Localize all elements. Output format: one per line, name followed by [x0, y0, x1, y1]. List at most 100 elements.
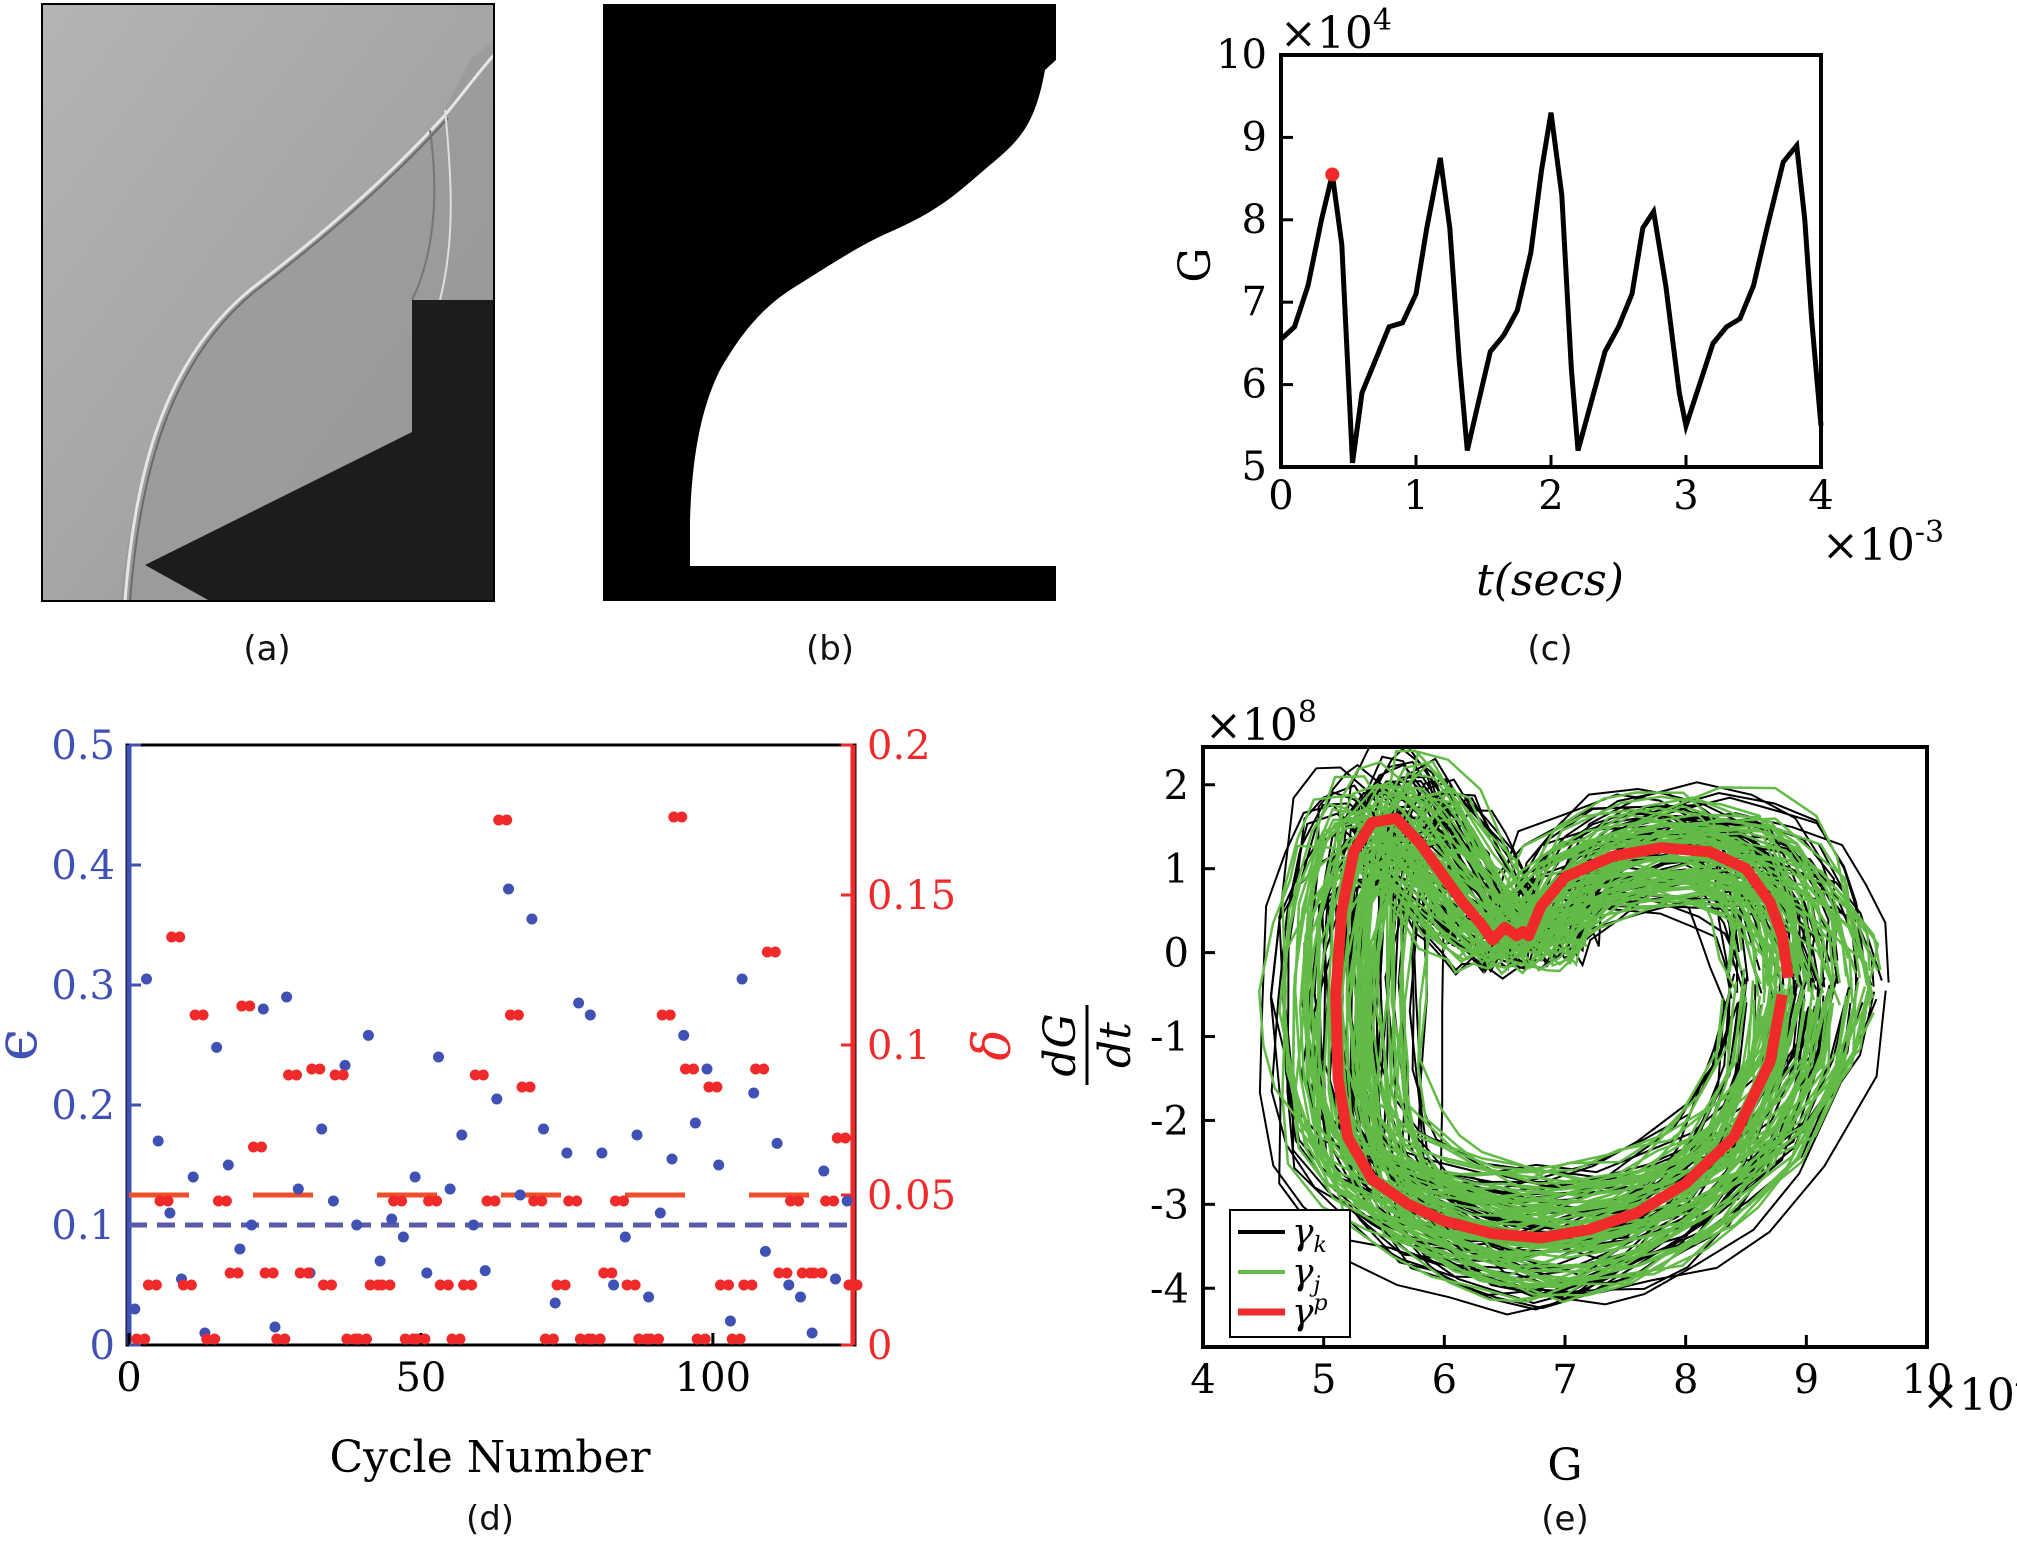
delta-point — [656, 1009, 668, 1021]
delta-point — [271, 1333, 283, 1345]
ylabel-e: dG dt — [1035, 1005, 1141, 1085]
epsilon-point — [374, 1255, 386, 1267]
epsilon-point — [666, 1153, 678, 1165]
gamma-j-trajectory — [1310, 816, 1737, 1224]
delta-point-pair — [489, 1195, 501, 1207]
y-tick-label: 6 — [1242, 362, 1267, 408]
y-tick-label: 1 — [1164, 847, 1189, 893]
caption-c: (c) — [1527, 629, 1572, 669]
caption-d: (d) — [466, 1499, 514, 1539]
y-left-tick-label: 0.3 — [51, 963, 115, 1009]
delta-point — [236, 1000, 248, 1012]
delta-point — [481, 1195, 493, 1207]
delta-point-pair — [851, 1279, 863, 1291]
delta-point — [189, 1009, 201, 1021]
epsilon-point — [724, 1315, 736, 1327]
delta-point — [831, 1132, 843, 1144]
epsilon-point — [631, 1129, 643, 1141]
delta-point — [469, 1069, 481, 1081]
x-tick-label: 0 — [1268, 473, 1293, 519]
epsilon-point — [222, 1159, 234, 1171]
epsilon-point — [339, 1059, 351, 1071]
epsilon-point — [771, 1137, 783, 1149]
delta-point-pair — [501, 814, 513, 826]
epsilon-point — [830, 1273, 841, 1285]
gamma-j-trajectory — [1340, 791, 1784, 1287]
delta-point-pair — [244, 1000, 256, 1012]
delta-point — [177, 1279, 189, 1291]
panel-b-binary-image — [603, 4, 1056, 601]
epsilon-point — [456, 1129, 468, 1141]
delta-point-pair — [396, 1195, 408, 1207]
epsilon-point — [584, 1009, 596, 1021]
epsilon-point — [748, 1087, 760, 1099]
epsilon-point — [187, 1171, 199, 1183]
delta-point-pair — [664, 1009, 676, 1021]
x-tick-label: 2 — [1538, 473, 1563, 519]
delta-point-pair — [594, 1333, 606, 1345]
delta-point-pair — [267, 1267, 279, 1279]
delta-point — [142, 1279, 154, 1291]
epsilon-point — [211, 1041, 223, 1053]
delta-point-pair — [419, 1333, 431, 1345]
x-tick-label: 1 — [1403, 473, 1428, 519]
epsilon-point — [573, 997, 585, 1009]
y-right-tick-label: 0.2 — [867, 723, 931, 769]
delta-point-pair — [314, 1063, 326, 1075]
delta-point — [843, 1279, 855, 1291]
delta-point-pair — [676, 811, 688, 823]
delta-point — [423, 1195, 435, 1207]
y-multiplier-c: ×104 — [1280, 3, 1392, 59]
delta-point — [434, 1279, 446, 1291]
epsilon-point — [362, 1029, 374, 1041]
epsilon-point — [421, 1267, 433, 1279]
delta-point-pair — [256, 1141, 267, 1153]
epsilon-point — [281, 991, 293, 1003]
epsilon-point — [678, 1029, 690, 1041]
y-right-tick-label: 0 — [867, 1323, 892, 1369]
x-tick-label: 50 — [395, 1355, 446, 1401]
delta-point — [610, 1195, 621, 1207]
delta-point-pair — [326, 1279, 337, 1291]
delta-point — [738, 1279, 750, 1291]
delta-point — [621, 1279, 633, 1291]
delta-point — [761, 946, 773, 958]
delta-point — [785, 1195, 797, 1207]
epsilon-point — [141, 973, 152, 985]
caption-b: (b) — [806, 629, 854, 669]
delta-point-pair — [547, 1333, 559, 1345]
svg-text:dG: dG — [1035, 1013, 1086, 1076]
x-tick-label: 100 — [675, 1355, 751, 1401]
y-tick-label: -3 — [1150, 1182, 1189, 1228]
delta-point-pair — [769, 946, 781, 958]
delta-point — [306, 1063, 318, 1075]
delta-point-pair — [699, 1333, 711, 1345]
ylabel-right-delta: δ — [963, 1029, 1023, 1060]
epsilon-point — [514, 1189, 526, 1201]
epsilon-point — [561, 1147, 573, 1159]
epsilon-point — [654, 1207, 666, 1219]
x-multiplier-e: ×104 — [1922, 1365, 2017, 1421]
gamma-j-trajectory — [1363, 796, 1778, 1248]
epsilon-point — [759, 1245, 771, 1257]
epsilon-point — [351, 1219, 363, 1231]
epsilon-point — [689, 1117, 701, 1129]
delta-point — [283, 1069, 294, 1081]
epsilon-point — [246, 1219, 258, 1231]
y-tick-label: -1 — [1150, 1015, 1189, 1061]
delta-point — [411, 1333, 423, 1345]
y-right-tick-label: 0.1 — [867, 1023, 931, 1069]
y-tick-label: -2 — [1150, 1098, 1189, 1144]
legend-label: γk — [1292, 1212, 1327, 1258]
xlabel-c: t(secs) — [1476, 555, 1624, 606]
epsilon-point — [164, 1207, 176, 1219]
y-tick-label: 7 — [1242, 279, 1267, 325]
y-tick-label: 8 — [1242, 197, 1267, 243]
delta-point-pair — [536, 1195, 548, 1207]
xlabel-d: Cycle Number — [329, 1432, 651, 1483]
epsilon-point — [444, 1183, 456, 1195]
delta-point — [750, 1063, 762, 1075]
delta-point-pair — [606, 1267, 618, 1279]
